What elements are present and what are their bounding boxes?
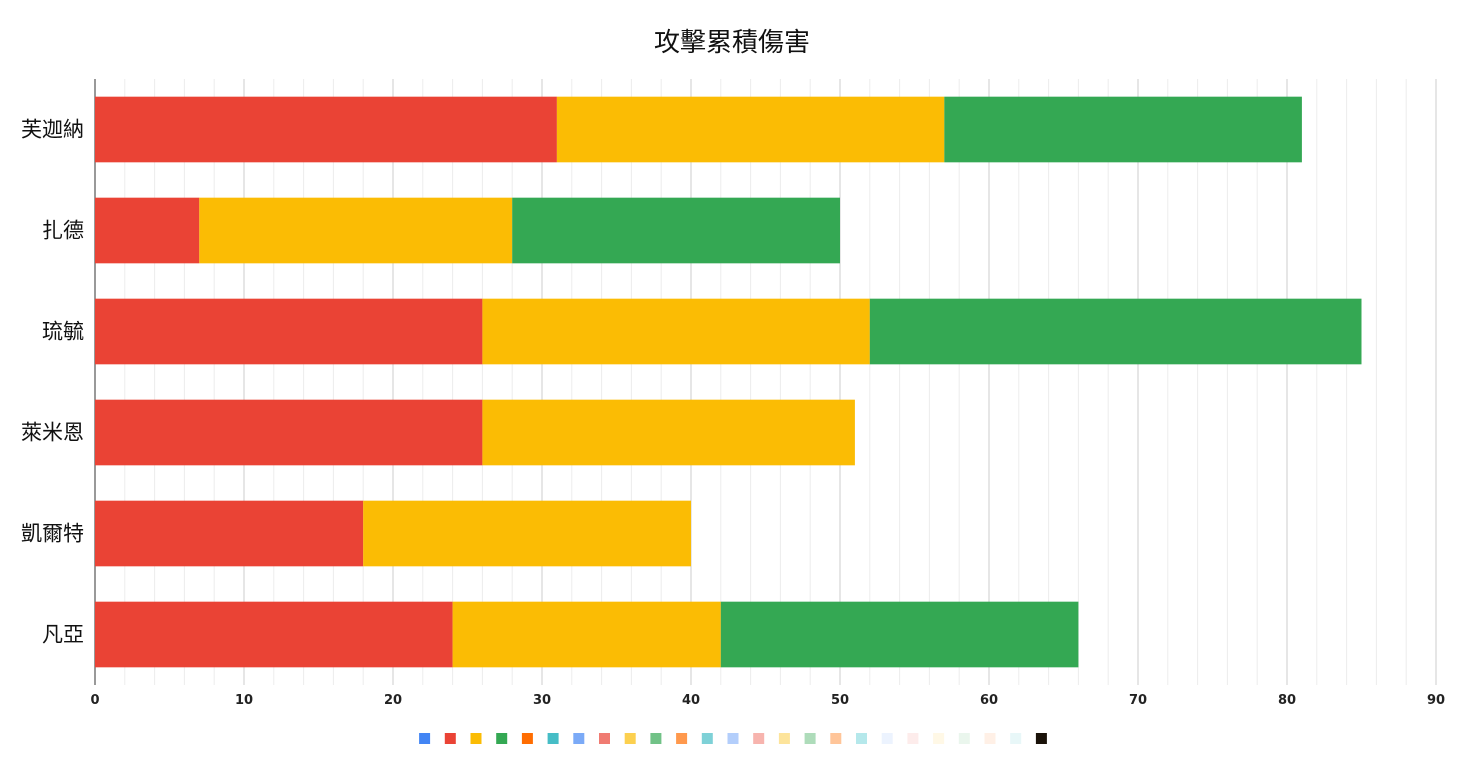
legend-swatch bbox=[1035, 733, 1047, 744]
x-tick-label: 90 bbox=[1427, 693, 1445, 708]
bar-segment bbox=[720, 601, 1079, 668]
legend-swatch bbox=[856, 733, 867, 744]
legend-swatch bbox=[521, 733, 533, 744]
bar-segment bbox=[95, 601, 453, 668]
bar-segment bbox=[199, 197, 513, 264]
x-tick-label: 0 bbox=[90, 693, 99, 708]
legend-swatch bbox=[1010, 733, 1022, 744]
bar-segment bbox=[363, 500, 691, 567]
x-tick-label: 50 bbox=[831, 693, 849, 708]
bar-segment bbox=[452, 601, 721, 668]
category-label: 凱爾特 bbox=[21, 522, 84, 546]
legend-swatch bbox=[830, 733, 842, 744]
bar-segment bbox=[869, 298, 1362, 365]
x-tick-label: 60 bbox=[980, 693, 998, 708]
x-tick-label: 70 bbox=[1129, 693, 1147, 708]
bar-segment bbox=[512, 197, 840, 264]
bar-segment bbox=[95, 197, 200, 264]
legend-swatch bbox=[727, 733, 739, 744]
legend-swatch bbox=[444, 733, 456, 744]
legend-swatch bbox=[624, 733, 636, 744]
legend-swatch bbox=[984, 733, 996, 744]
legend-swatch bbox=[650, 733, 662, 744]
category-label: 扎德 bbox=[42, 219, 84, 243]
bar-segment bbox=[482, 399, 855, 466]
category-label: 凡亞 bbox=[42, 623, 84, 647]
bar-segment bbox=[944, 96, 1302, 163]
bar-segment bbox=[95, 96, 557, 163]
bar-segment bbox=[95, 399, 483, 466]
x-tick-label: 80 bbox=[1278, 693, 1296, 708]
legend-swatch bbox=[933, 733, 945, 744]
category-label: 萊米恩 bbox=[21, 421, 84, 445]
legend-swatch bbox=[676, 733, 688, 744]
legend-swatch bbox=[958, 733, 970, 744]
bar-segment bbox=[556, 96, 945, 163]
legend-swatch bbox=[419, 733, 431, 744]
legend-swatch bbox=[547, 733, 559, 744]
category-label: 琉毓 bbox=[42, 320, 84, 344]
legend-swatch bbox=[907, 733, 919, 744]
bar-segment bbox=[95, 500, 364, 567]
chart-title: 攻擊累積傷害 bbox=[653, 28, 810, 58]
x-tick-label: 40 bbox=[682, 693, 700, 708]
legend-swatch bbox=[573, 733, 585, 744]
legend-swatch bbox=[881, 733, 893, 744]
legend-swatch bbox=[470, 733, 482, 744]
x-tick-label: 20 bbox=[384, 693, 402, 708]
legend-swatch bbox=[496, 733, 508, 744]
x-tick-label: 10 bbox=[235, 693, 253, 708]
legend-swatch bbox=[701, 733, 713, 744]
category-label: 芙迦納 bbox=[21, 118, 84, 142]
legend-swatch bbox=[599, 733, 610, 744]
x-tick-label: 30 bbox=[533, 693, 551, 708]
legend-swatch bbox=[753, 733, 765, 744]
legend-swatch bbox=[778, 733, 790, 744]
bar-segment bbox=[482, 298, 870, 365]
bar-segment bbox=[95, 298, 483, 365]
legend-swatch bbox=[804, 733, 816, 744]
